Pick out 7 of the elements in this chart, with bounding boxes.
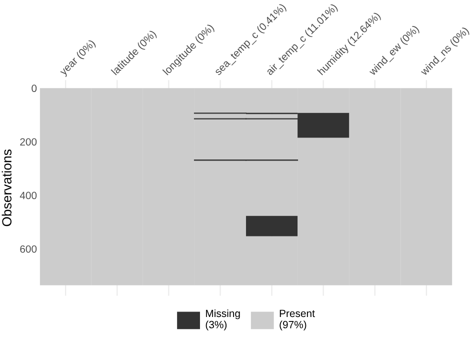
y-tick-label: 600	[20, 245, 37, 253]
y-tick-label: 200	[20, 138, 37, 146]
y-axis-title: Observations	[2, 150, 12, 226]
y-tick-label: 400	[20, 192, 37, 200]
legend-label: Present (97%)	[280, 310, 315, 330]
y-tick-label: 0	[32, 84, 37, 92]
legend-label: Missing (3%)	[206, 309, 240, 330]
